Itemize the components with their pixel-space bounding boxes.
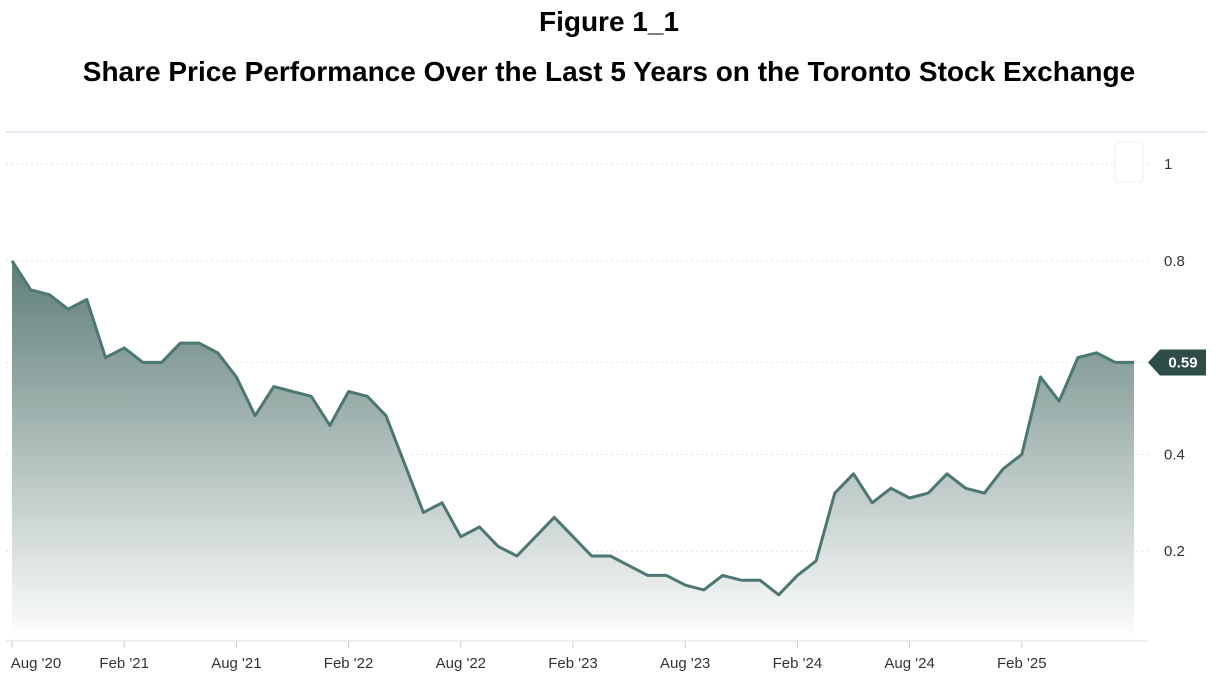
x-tick-label: Aug '22 <box>436 655 486 672</box>
x-axis-ticks: Aug '20 Feb '21 Aug '21 Feb '22 Aug '22 Feb '… <box>11 641 1047 672</box>
figure-label: Figure 1_1 <box>538 6 680 37</box>
y-tick-label: 1 <box>1164 156 1172 173</box>
x-tick-label: Aug '21 <box>211 655 261 672</box>
chart-title: Share Price Performance Over the Last 5 … <box>82 56 1136 87</box>
price-area <box>12 260 1134 641</box>
y-tick-label: 0.4 <box>1164 446 1185 463</box>
x-tick-label: Feb '21 <box>99 655 149 672</box>
last-value-badge-shape <box>1148 349 1206 376</box>
x-tick-label: Aug '23 <box>660 655 710 672</box>
x-tick-label: Aug '24 <box>884 655 934 672</box>
y-tick-label: 0.8 <box>1164 253 1185 270</box>
x-tick-label: Aug '20 <box>11 655 61 672</box>
x-tick-label: Feb '23 <box>548 655 598 672</box>
x-tick-label: Feb '25 <box>997 655 1047 672</box>
x-tick-label: Feb '24 <box>773 655 823 672</box>
y-tick-label: 0.2 <box>1164 543 1185 560</box>
price-line <box>10 259 1134 597</box>
last-value-badge: 0.59 <box>1148 349 1206 376</box>
y-axis-ticks: 0.2 0.4 0.8 1 <box>1164 156 1185 560</box>
x-tick-label: Feb '22 <box>324 655 374 672</box>
last-value-label: 0.59 <box>1168 354 1197 371</box>
zoom-reset-button[interactable] <box>1114 141 1144 183</box>
